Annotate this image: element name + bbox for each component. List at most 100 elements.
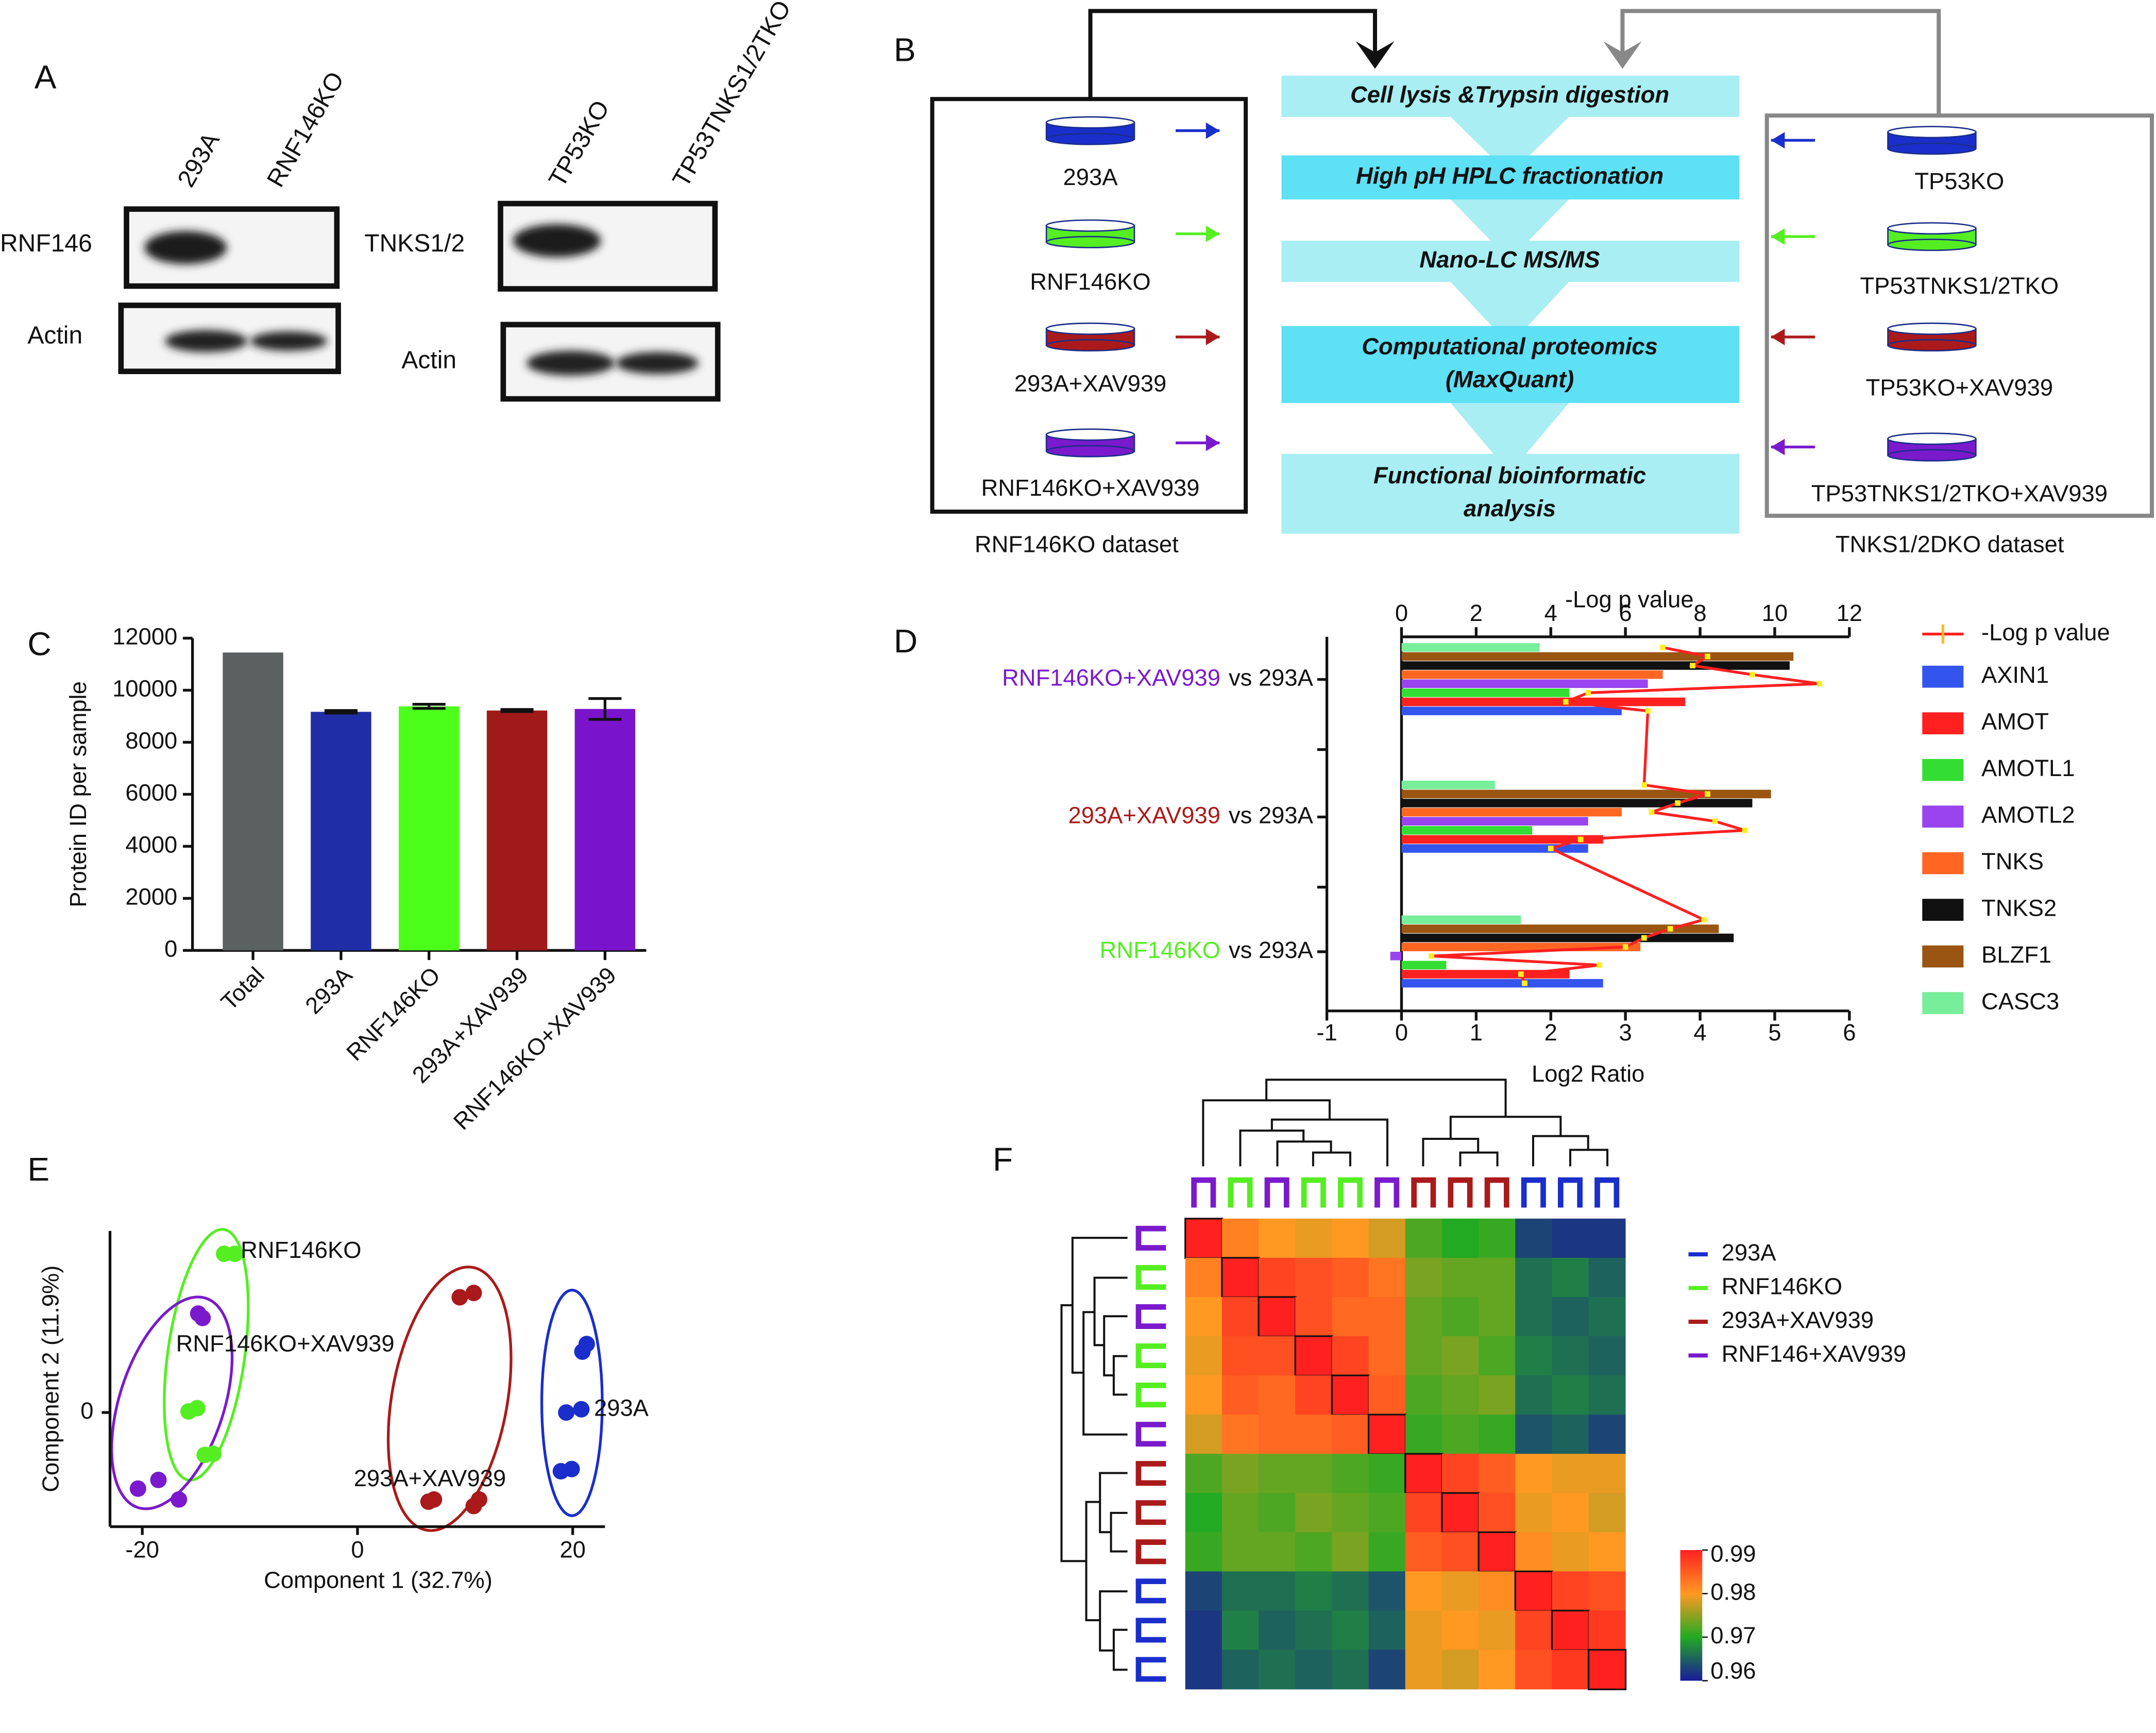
bar: [1401, 915, 1521, 924]
p-value-marker: [1742, 827, 1748, 833]
x-axis-label: Component 1 (32.7%): [264, 1567, 493, 1593]
heatmap-cell: [1551, 1609, 1590, 1651]
flow-arrow: [1450, 199, 1569, 260]
x2-axis-label: -Log p value: [1565, 586, 1694, 612]
sample-arrow: [1206, 122, 1220, 139]
heatmap-cell: [1405, 1493, 1442, 1533]
heatmap-cell: [1259, 1257, 1296, 1298]
flow-arrow: [1450, 282, 1569, 345]
heatmap-cell: [1332, 1650, 1369, 1690]
dataset-caption: TNKS1/2DKO dataset: [1836, 531, 2064, 558]
heatmap-cell: [1588, 1297, 1626, 1337]
group-outlines: [110, 1227, 604, 1532]
connector: [1088, 9, 1378, 99]
heatmap-cell: [1552, 1257, 1589, 1298]
heatmap-cell: [1588, 1257, 1626, 1298]
heatmap-cell: [1295, 1375, 1333, 1415]
color-tick-label: 0.98: [1710, 1578, 1756, 1605]
heatmap-cell: [1368, 1454, 1406, 1494]
heatmap-cell: [1185, 1532, 1223, 1572]
y-tick-label: 6000: [125, 779, 177, 805]
heatmap-cell: [1294, 1335, 1333, 1377]
step-text: Nano-LC MS/MS: [1419, 246, 1600, 273]
blot-band: [144, 231, 227, 264]
heatmap-cell: [1441, 1257, 1479, 1298]
bar: [1401, 817, 1588, 826]
heatmap-cell: [1185, 1297, 1223, 1337]
heatmap-cell: [1368, 1336, 1406, 1376]
bar: [1401, 826, 1533, 835]
legend-label: 293A+XAV939: [1722, 1307, 1874, 1333]
x2-tick-label: 6: [1619, 600, 1632, 626]
legend-label: AXIN1: [1981, 662, 2049, 688]
heatmap-cell: [1332, 1532, 1369, 1572]
heatmap-cell: [1588, 1415, 1626, 1454]
heatmap-cell: [1515, 1257, 1553, 1298]
color-bar: [1680, 1550, 1703, 1681]
legend-label: TNKS2: [1981, 895, 2057, 921]
heatmap-cell: [1185, 1571, 1223, 1611]
heatmap-cell: [1221, 1218, 1259, 1258]
heatmap-cell: [1405, 1257, 1442, 1298]
sample-arrow: [1771, 328, 1785, 345]
x-tick-label: RNF146KO+XAV939: [448, 962, 621, 1135]
workflow-frames: [930, 9, 2154, 518]
p-value-marker: [1675, 800, 1680, 806]
y-axis-label: Protein ID per sample: [65, 681, 91, 907]
legend-swatch: [1922, 899, 1964, 921]
heatmap-cell: [1259, 1493, 1296, 1533]
group-bracket: [1135, 1461, 1166, 1486]
heatmap-cell: [1332, 1493, 1369, 1533]
group-bracket: [1135, 1383, 1166, 1408]
heatmap-cell: [1295, 1650, 1333, 1690]
legend-label: TNKS: [1981, 848, 2044, 874]
arrowhead: [1603, 41, 1642, 69]
dish: [1045, 132, 1135, 145]
bar: [311, 712, 371, 951]
bar: [1401, 643, 1540, 652]
y-tick-label: 8000: [125, 727, 177, 753]
sample-arrow: [1771, 439, 1785, 456]
heatmap-cell: [1185, 1650, 1223, 1690]
point: [150, 1471, 167, 1488]
dish: [1887, 449, 1977, 462]
heatmap-cell: [1552, 1415, 1589, 1454]
heatmap-cell: [1221, 1257, 1260, 1299]
lane-label: 293A: [173, 128, 225, 192]
bar: [1401, 697, 1686, 706]
category-suffix: vs 293A: [1229, 664, 1314, 691]
bar: [1401, 933, 1734, 943]
heatmap-cell: [1404, 1453, 1444, 1494]
p-value-marker: [1705, 791, 1710, 797]
point: [171, 1491, 188, 1508]
bar: [1401, 688, 1570, 697]
step-text: Cell lysis &Trypsin digestion: [1350, 81, 1669, 108]
heatmap-cell: [1185, 1454, 1223, 1494]
bar: [1401, 661, 1790, 670]
heatmap-cell: [1441, 1532, 1479, 1572]
y-tick-label: 0: [80, 1398, 93, 1424]
lane-label: RNF146KO: [262, 68, 349, 192]
heatmap-cell: [1221, 1297, 1259, 1337]
heatmap-cell: [1368, 1257, 1406, 1298]
point: [574, 1343, 591, 1360]
sample-arrow: [1206, 225, 1220, 242]
sample-arrow: [1771, 228, 1785, 245]
group-bracket: [1374, 1177, 1400, 1208]
y-tick-label: RNF146KO+XAV939 vs 293A: [1002, 664, 1314, 691]
x-tick-label: 0: [1395, 1019, 1408, 1046]
p-value-marker: [1522, 980, 1527, 986]
heatmap-cell: [1221, 1610, 1259, 1651]
heatmap-cell: [1515, 1454, 1553, 1494]
p-value-marker: [1577, 836, 1584, 843]
heatmap-cell: [1478, 1531, 1517, 1573]
y-tick-label: 2000: [125, 883, 177, 910]
group-bracket: [1448, 1177, 1473, 1208]
y-tick-label: 293A+XAV939 vs 293A: [1068, 802, 1313, 828]
step-box: [1281, 326, 1740, 403]
step-text: High pH HPLC fractionation: [1356, 162, 1663, 189]
panel-label: C: [27, 625, 51, 662]
dish: [1887, 222, 1977, 235]
bar: [1401, 780, 1495, 789]
y-tick-label: RNF146KO vs 293A: [1100, 937, 1314, 963]
